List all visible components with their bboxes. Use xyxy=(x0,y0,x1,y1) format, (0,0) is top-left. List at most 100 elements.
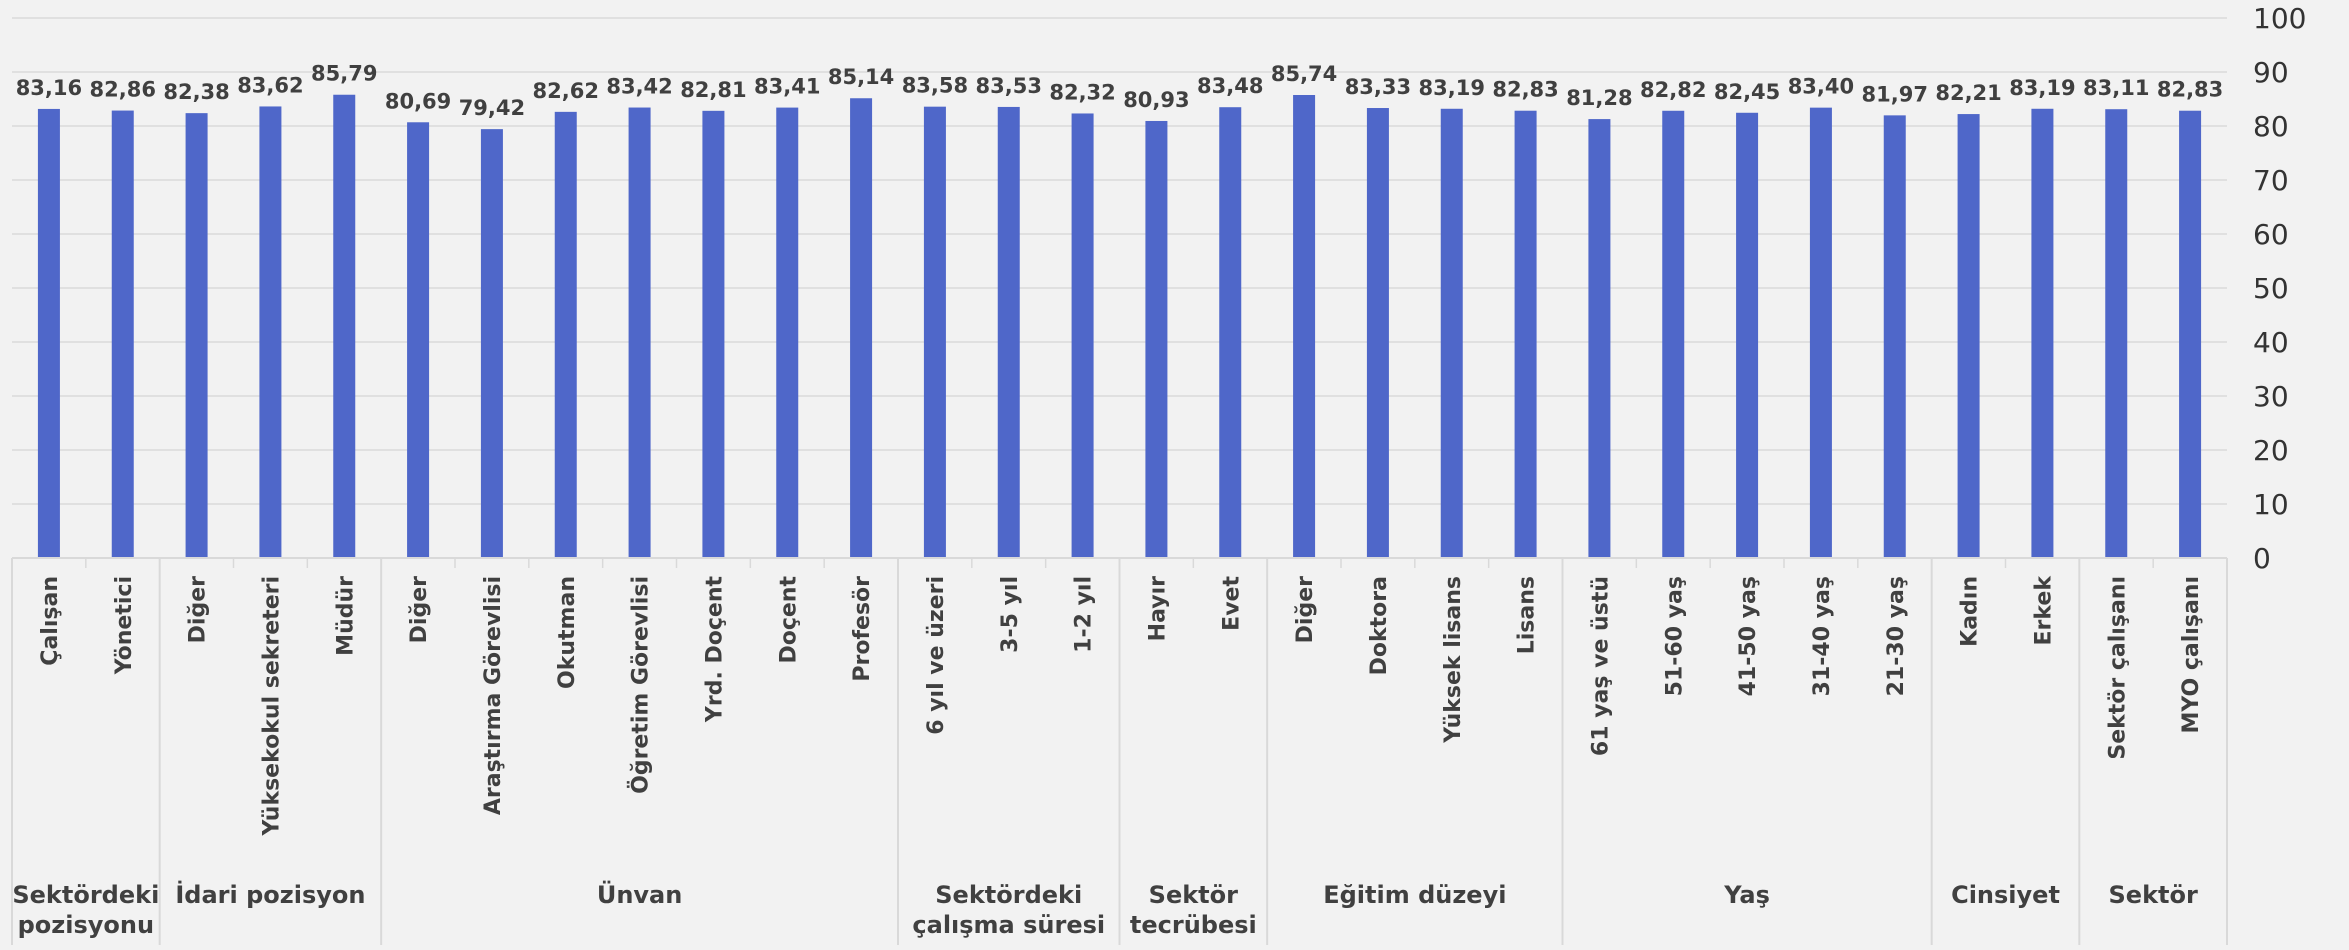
category-label: 1-2 yıl xyxy=(1072,576,1097,653)
bar xyxy=(554,111,577,559)
data-label: 83,41 xyxy=(754,75,820,99)
gridlines xyxy=(12,17,2227,505)
y-tick-label: 40 xyxy=(2253,326,2289,359)
data-label: 83,11 xyxy=(2083,76,2149,100)
category-label: 61 yaş ve üstü xyxy=(1588,576,1613,756)
bar xyxy=(1293,95,1316,558)
category-label: Hayır xyxy=(1145,576,1170,641)
bar xyxy=(776,107,799,558)
category-label: Müdür xyxy=(333,576,358,656)
data-label: 83,33 xyxy=(1345,75,1411,99)
data-label: 83,16 xyxy=(16,76,82,100)
bar xyxy=(1883,115,1906,558)
bar xyxy=(333,94,356,558)
data-label: 83,19 xyxy=(1419,76,1485,100)
group-label: pozisyonu xyxy=(18,911,154,939)
data-label: 83,58 xyxy=(902,74,968,98)
category-label: Lisans xyxy=(1515,576,1540,654)
y-tick-label: 80 xyxy=(2253,110,2289,143)
group-label: Eğitim düzeyi xyxy=(1323,881,1506,909)
data-label: 81,97 xyxy=(1862,82,1928,106)
y-tick-label: 70 xyxy=(2253,164,2289,197)
data-label: 82,45 xyxy=(1714,80,1780,104)
y-tick-label: 20 xyxy=(2253,434,2289,467)
bar xyxy=(1071,113,1094,559)
y-tick-label: 60 xyxy=(2253,218,2289,251)
bar xyxy=(1588,119,1611,558)
category-label: 6 yıl ve üzeri xyxy=(924,576,949,735)
bar xyxy=(1440,108,1463,559)
group-label: Sektördeki xyxy=(935,881,1082,909)
bar xyxy=(923,106,946,558)
bar xyxy=(1514,110,1537,558)
bar xyxy=(2179,110,2202,558)
category-label: Sektör çalışanı xyxy=(2105,576,2130,760)
category-label: Diğer xyxy=(186,576,211,643)
data-label: 82,81 xyxy=(680,78,746,102)
category-label: Erkek xyxy=(2031,575,2056,646)
y-tick-label: 50 xyxy=(2253,272,2289,305)
category-label: Yönetici xyxy=(112,576,137,675)
category-label: Yrd. Doçent xyxy=(702,576,727,724)
category-axis xyxy=(11,557,2228,945)
bar xyxy=(628,107,651,559)
bar xyxy=(850,98,873,558)
bar xyxy=(702,110,725,559)
bar xyxy=(407,122,430,559)
bar xyxy=(1957,114,1980,558)
data-label: 83,53 xyxy=(976,74,1042,98)
group-label: Cinsiyet xyxy=(1951,881,2060,909)
data-label: 81,28 xyxy=(1566,86,1632,110)
y-axis-ticks: 0 10 20 30 40 50 60 70 80 90 100 xyxy=(2253,2,2306,575)
category-label: Doktora xyxy=(1367,576,1392,675)
data-label: 83,40 xyxy=(1788,75,1854,99)
data-label: 82,82 xyxy=(1640,78,1706,102)
data-label: 83,19 xyxy=(2009,76,2075,100)
bar xyxy=(1366,108,1389,558)
data-label: 82,38 xyxy=(163,80,229,104)
data-label: 80,69 xyxy=(385,89,451,113)
category-label: Yüksekokul sekreteri xyxy=(259,576,284,837)
category-label: Diğer xyxy=(407,576,432,643)
y-tick-label: 90 xyxy=(2253,56,2289,89)
category-label: Diğer xyxy=(1293,576,1318,643)
group-label: İdari pozisyon xyxy=(175,880,365,909)
data-label: 82,32 xyxy=(1049,80,1115,104)
category-label: 21-30 yaş xyxy=(1884,576,1909,696)
bar xyxy=(2105,109,2128,559)
y-tick-label: 100 xyxy=(2253,2,2306,35)
data-label: 79,42 xyxy=(459,96,525,120)
category-label: Evet xyxy=(1219,576,1244,631)
bar xyxy=(1809,107,1832,558)
bar xyxy=(1145,120,1168,558)
bar xyxy=(1736,112,1759,559)
bar xyxy=(111,110,134,558)
y-tick-label: 10 xyxy=(2253,488,2289,521)
category-labels: Çalışan Yönetici Diğer Yüksekokul sekreteri… xyxy=(38,575,2204,837)
y-tick-label: 0 xyxy=(2253,542,2271,575)
data-label: 83,42 xyxy=(606,75,672,99)
bar xyxy=(185,113,208,558)
y-tick-label: 30 xyxy=(2253,380,2289,413)
bar xyxy=(480,129,503,558)
category-label: 41-50 yaş xyxy=(1736,576,1761,696)
data-label: 85,79 xyxy=(311,62,377,86)
category-label: Profesör xyxy=(850,576,875,682)
bars xyxy=(37,94,2202,559)
bar xyxy=(259,106,282,559)
group-label: çalışma süresi xyxy=(912,911,1105,939)
category-label: Yüksek lisans xyxy=(1441,576,1466,744)
data-label: 83,62 xyxy=(237,73,303,97)
category-label: Kadın xyxy=(1958,576,1983,647)
group-label: Sektör xyxy=(2109,881,2198,909)
group-label: Yaş xyxy=(1723,881,1770,909)
category-label: Okutman xyxy=(555,576,580,689)
category-label: Çalışan xyxy=(38,576,63,666)
data-label: 82,83 xyxy=(2157,78,2223,102)
category-label: 31-40 yaş xyxy=(1810,576,1835,696)
data-label: 85,14 xyxy=(828,65,894,89)
bar xyxy=(997,106,1020,559)
category-label: 3-5 yıl xyxy=(998,576,1023,653)
